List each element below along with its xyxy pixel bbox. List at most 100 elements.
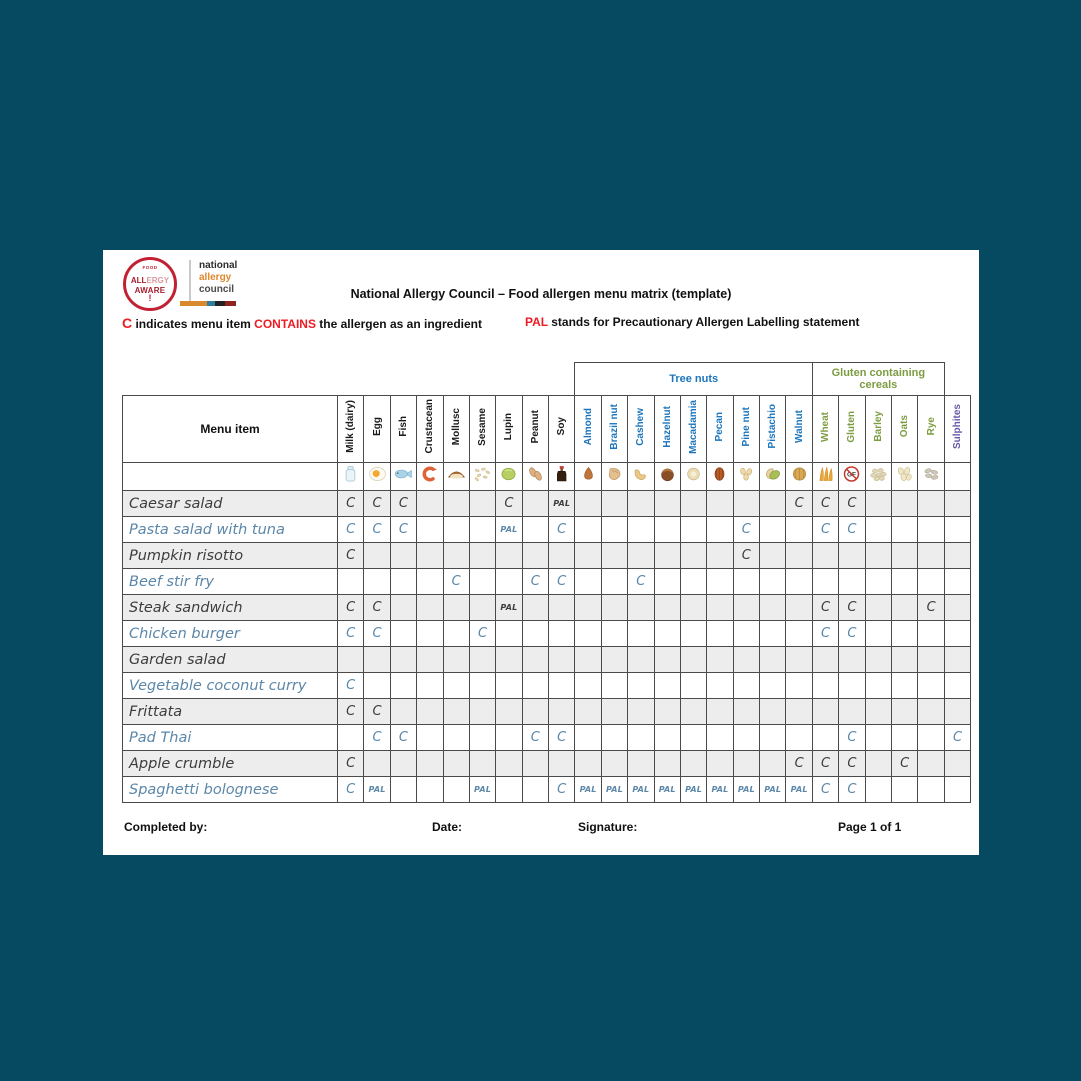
mark-cell-wheat (811, 724, 840, 751)
column-header-label: Egg (371, 417, 383, 436)
icon-cell-fish (389, 462, 418, 491)
column-header-egg: Egg (363, 395, 391, 463)
mark-cell-gluten (838, 568, 866, 595)
org-line3: council (199, 284, 235, 295)
column-header-label: Walnut (793, 410, 805, 443)
mark-cell-wheat: C (811, 750, 840, 777)
mark-cell-fish (389, 620, 418, 647)
mark-cell-pistachio (759, 646, 787, 673)
mark-cell-sesame (468, 568, 497, 595)
legend-pal-symbol: PAL (525, 315, 548, 329)
matrix-body: Tree nuts Gluten containing cereals Menu i… (122, 362, 972, 803)
mark-cell-cashew (627, 620, 655, 647)
logo-ring-icon: FOOD ALLERGY AWARE ! (123, 257, 177, 311)
mark-cell-soy (547, 750, 576, 777)
group-header-gluten-cereals: Gluten containing cereals (811, 362, 945, 396)
mark-cell-brazil-nut (600, 516, 629, 543)
soy-sauce-icon (551, 466, 572, 487)
mark-cell-sesame: PAL (468, 776, 497, 803)
mark-cell-macadamia (679, 542, 708, 569)
menu-item-name: Frittata (122, 698, 338, 725)
column-header-label: Mollusc (450, 407, 462, 446)
mark-cell-crustacean (416, 490, 444, 517)
mark-cell-hazelnut (653, 646, 681, 673)
mark-cell-egg: C (363, 594, 391, 621)
icon-cell-barley (864, 462, 893, 491)
mark-cell-almond (574, 568, 602, 595)
menu-item-name: Pumpkin risotto (122, 542, 338, 569)
mark-cell-sulphites (943, 516, 972, 543)
mark-cell-macadamia (679, 646, 708, 673)
mark-cell-rye: C (917, 594, 945, 621)
column-header-brazil-nut: Brazil nut (600, 395, 629, 463)
mark-cell-pine-nut (732, 594, 761, 621)
column-header-crustacean: Crustacean (416, 395, 444, 463)
mark-cell-walnut (785, 542, 813, 569)
mark-cell-macadamia (679, 672, 708, 699)
pistachio-icon (762, 468, 783, 487)
mark-cell-pine-nut: PAL (732, 776, 761, 803)
mark-cell-pistachio (759, 516, 787, 543)
mark-cell-lupin (495, 672, 523, 699)
mark-cell-peanut (521, 594, 550, 621)
mark-cell-pistachio (759, 542, 787, 569)
column-header-label: Sulphites (951, 403, 963, 449)
mark-cell-milk-dairy: C (336, 594, 365, 621)
milk-bottle-icon (340, 466, 361, 487)
menu-row-vegetable-coconut-curry: Vegetable coconut curry C (122, 672, 972, 699)
icon-cell-cashew (627, 462, 655, 491)
mark-cell-fish (389, 646, 418, 673)
document-page: FOOD ALLERGY AWARE ! national allergy co… (103, 250, 979, 855)
icon-cell-sulphites (943, 462, 972, 491)
fish-icon (393, 469, 414, 487)
icon-cell-pine-nut (732, 462, 761, 491)
fried-egg-icon (367, 467, 388, 487)
mark-cell-rye (917, 542, 945, 569)
mark-cell-sulphites (943, 594, 972, 621)
mark-cell-almond (574, 490, 602, 517)
column-header-label: Fish (397, 416, 409, 437)
mark-cell-oats (891, 646, 919, 673)
icon-cell-pistachio (759, 462, 787, 491)
mark-cell-fish: C (389, 724, 418, 751)
mark-cell-peanut: C (521, 724, 550, 751)
mark-cell-cashew (627, 646, 655, 673)
brazil-nut-icon (604, 468, 625, 487)
pecan-icon (709, 467, 730, 487)
mark-cell-rye (917, 724, 945, 751)
mark-cell-wheat (811, 672, 840, 699)
menu-row-beef-stir-fry: Beef stir fry C C C C (122, 568, 972, 595)
gluten-free-icon: GF (841, 466, 862, 487)
mark-cell-brazil-nut (600, 672, 629, 699)
mark-cell-hazelnut (653, 750, 681, 777)
mark-cell-pine-nut (732, 672, 761, 699)
wheat-icon (815, 466, 836, 487)
mark-cell-sesame (468, 542, 497, 569)
mark-cell-brazil-nut (600, 620, 629, 647)
column-header-label: Crustacean (424, 399, 436, 454)
mark-cell-pistachio (759, 568, 787, 595)
pine-nut-icon (736, 467, 757, 487)
mark-cell-gluten (838, 542, 866, 569)
mark-cell-rye (917, 750, 945, 777)
mark-cell-oats (891, 620, 919, 647)
mark-cell-macadamia (679, 620, 708, 647)
mark-cell-egg (363, 542, 391, 569)
oats-icon (894, 467, 915, 487)
allergen-matrix-table: Tree nuts Gluten containing cereals Menu i… (122, 362, 972, 803)
mark-cell-barley (864, 542, 893, 569)
mark-cell-pecan (706, 698, 734, 725)
column-header-label: Barley (872, 411, 884, 442)
mark-cell-lupin (495, 776, 523, 803)
peanut-icon (525, 467, 546, 487)
mark-cell-cashew: C (627, 568, 655, 595)
rye-icon (921, 468, 942, 487)
mark-cell-lupin (495, 568, 523, 595)
column-header-label: Pistachio (767, 404, 779, 449)
page-title: National Allergy Council – Food allergen… (350, 287, 732, 301)
mark-cell-macadamia: PAL (679, 776, 708, 803)
mark-cell-pecan (706, 568, 734, 595)
mark-cell-peanut (521, 490, 550, 517)
logo-allergy-text: ALLERGY (130, 275, 170, 285)
mark-cell-lupin: PAL (495, 594, 523, 621)
